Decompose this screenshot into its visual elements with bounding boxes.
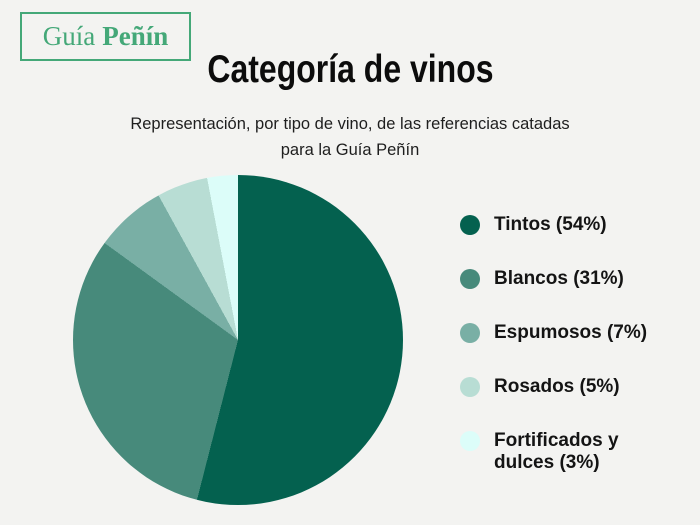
legend-dot-espumosos (460, 323, 480, 344)
legend-item-fortificados-dulces: Fortificados y dulces (3%) (460, 430, 654, 474)
legend-label-blancos: Blancos (31%) (494, 268, 624, 290)
logo-brand-text: Peñín (102, 21, 169, 51)
chart-legend: Tintos (54%) Blancos (31%) Espumosos (7%… (460, 214, 654, 474)
pie-chart (73, 175, 403, 505)
logo-prefix-text: Guía (42, 21, 96, 51)
legend-label-rosados: Rosados (5%) (494, 376, 620, 398)
legend-item-blancos: Blancos (31%) (460, 268, 654, 290)
legend-item-espumosos: Espumosos (7%) (460, 322, 654, 344)
chart-subtitle-line-1: Representación, por tipo de vino, de las… (130, 115, 570, 133)
legend-item-rosados: Rosados (5%) (460, 376, 654, 398)
chart-subtitle-line-2: para la Guía Peñín (280, 140, 420, 159)
legend-label-fortificados-dulces: Fortificados y dulces (3%) (494, 430, 619, 474)
legend-dot-fortificados-dulces (460, 431, 480, 452)
legend-dot-blancos (460, 269, 480, 290)
legend-dot-tintos (460, 215, 480, 236)
page-title: Categoría de vinos (0, 48, 700, 92)
legend-label-espumosos: Espumosos (7%) (494, 322, 648, 344)
legend-item-tintos: Tintos (54%) (460, 214, 654, 236)
guia-penin-logo: Guía Peñín (20, 12, 191, 61)
page-title-text: Categoría de vinos (206, 48, 494, 91)
legend-label-tintos: Tintos (54%) (494, 214, 607, 235)
legend-dot-rosados (460, 377, 480, 398)
chart-subtitle: Representación, por tipo de vino, de las… (0, 112, 700, 163)
